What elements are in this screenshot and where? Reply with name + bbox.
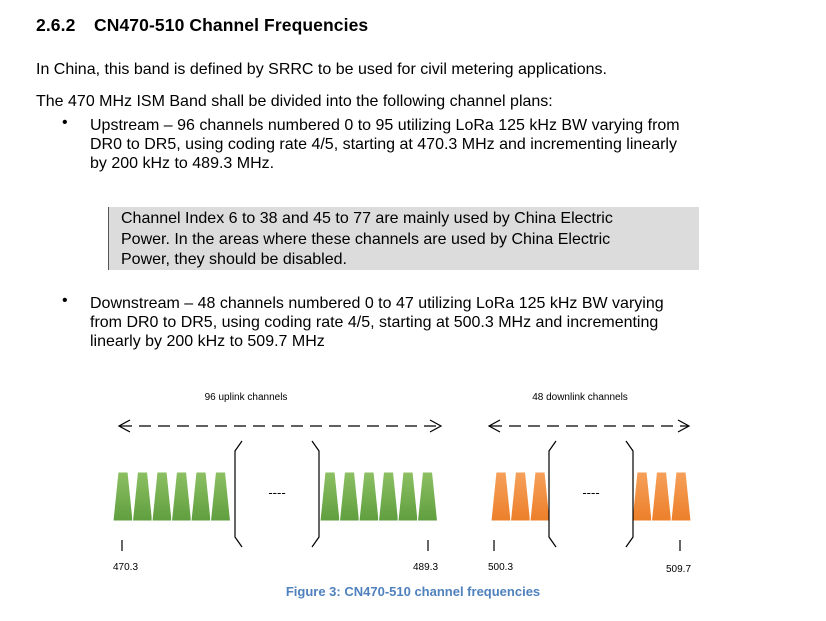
intro-paragraph: In China, this band is defined by SRRC t… <box>36 61 607 78</box>
downlink-label: 48 downlink channels <box>532 392 628 403</box>
uplink-channel <box>377 471 400 522</box>
section-number: 2.6.2 <box>36 15 76 35</box>
freq-label-470-3: 470.3 <box>113 562 138 573</box>
bullet-line: Downstream – 48 channels numbered 0 to 4… <box>90 295 664 312</box>
section-heading: 2.6.2 CN470-510 Channel Frequencies <box>36 15 368 36</box>
bullet-icon: • <box>62 114 68 131</box>
uplink-channel <box>131 471 154 522</box>
uplink-channel <box>190 471 212 522</box>
bullet-line: Upstream – 96 channels numbered 0 to 95 … <box>90 117 680 134</box>
uplink-channel <box>358 471 380 522</box>
figure-caption: Figure 3: CN470-510 channel frequencies <box>285 584 541 599</box>
freq-label-500-3: 500.3 <box>488 562 513 573</box>
downlink-channel <box>509 471 532 522</box>
uplink-channel <box>416 471 439 522</box>
uplink-channel <box>151 471 173 522</box>
freq-ticks <box>121 540 681 551</box>
section-title: CN470-510 Channel Frequencies <box>94 15 369 35</box>
downlink-arrow <box>487 419 691 433</box>
bullet-line: by 200 kHz to 489.3 MHz. <box>90 155 275 172</box>
bullet-upstream: Upstream – 96 channels numbered 0 to 95 … <box>90 116 780 173</box>
note-text: Channel Index 6 to 38 and 45 to 77 are m… <box>121 209 701 271</box>
freq-label-509-7: 509.7 <box>666 564 691 575</box>
uplink-channel <box>170 471 193 522</box>
bullet-downstream: Downstream – 48 channels numbered 0 to 4… <box>90 294 780 351</box>
uplink-label: 96 uplink channels <box>205 392 288 403</box>
downlink-channel <box>529 471 551 522</box>
freq-label-489-3: 489.3 <box>413 562 438 573</box>
uplink-channel <box>112 471 134 522</box>
note-line: Power, they should be disabled. <box>121 251 347 268</box>
bullet-icon: • <box>62 292 68 309</box>
downlink-channel <box>631 471 653 522</box>
downlink-channel <box>670 471 692 522</box>
bullet-line: from DR0 to DR5, using coding rate 4/5, … <box>90 314 659 331</box>
uplink-channel <box>319 471 341 522</box>
downlink-channel <box>650 471 673 522</box>
downlink-gap: ---- <box>582 485 599 500</box>
uplink-channel <box>209 471 232 522</box>
note-line: Channel Index 6 to 38 and 45 to 77 are m… <box>121 210 613 227</box>
note-box: Channel Index 6 to 38 and 45 to 77 are m… <box>108 207 699 270</box>
downlink-channel <box>490 471 512 522</box>
uplink-gap: ---- <box>268 485 285 500</box>
uplink-channel <box>338 471 361 522</box>
uplink-arrow <box>117 419 443 433</box>
plans-intro-paragraph: The 470 MHz ISM Band shall be divided in… <box>36 93 553 110</box>
bullet-line: DR0 to DR5, using coding rate 4/5, start… <box>90 136 677 153</box>
uplink-channel <box>397 471 419 522</box>
gap-brackets <box>234 440 634 548</box>
note-line: Power. In the areas where these channels… <box>121 230 611 248</box>
bullet-line: linearly by 200 kHz to 509.7 MHz <box>90 333 325 350</box>
